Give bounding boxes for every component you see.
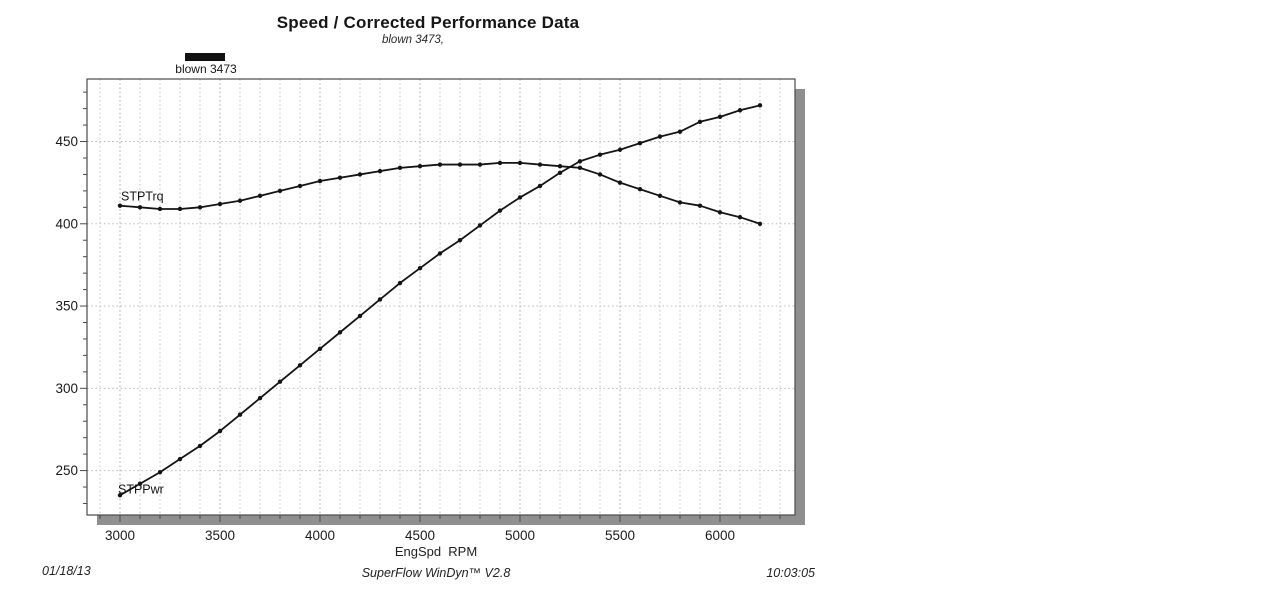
data-point-stptrq — [437, 162, 443, 167]
x-tick-label: 4500 — [405, 528, 435, 543]
report-time: 10:03:05 — [766, 566, 815, 580]
x-tick-label: 3000 — [105, 528, 135, 543]
data-point-stppwr — [277, 379, 283, 384]
x-tick-label: 4000 — [305, 528, 335, 543]
data-point-stptrq — [177, 206, 183, 212]
x-tick-label: 6000 — [705, 528, 735, 543]
data-point-stptrq — [157, 206, 163, 212]
data-point-stptrq — [417, 164, 423, 169]
data-point-stppwr — [677, 129, 683, 134]
data-point-stppwr — [497, 208, 503, 213]
legend-label: blown 3473 — [175, 62, 237, 76]
page-subtitle: blown 3473, — [381, 34, 445, 46]
y-tick-label: 300 — [55, 381, 78, 396]
data-point-stppwr — [217, 428, 223, 434]
data-point-stptrq — [637, 187, 643, 192]
data-point-stptrq — [497, 160, 503, 166]
data-point-stppwr — [237, 412, 243, 417]
data-point-stptrq — [617, 180, 623, 185]
data-point-stptrq — [757, 221, 763, 226]
data-point-stptrq — [317, 178, 323, 184]
data-point-stppwr — [597, 152, 603, 157]
data-point-stptrq — [357, 172, 363, 177]
data-point-stptrq — [557, 164, 563, 169]
data-point-stptrq — [377, 168, 383, 174]
data-point-stppwr — [337, 330, 343, 335]
data-point-stptrq — [337, 175, 343, 180]
data-point-stptrq — [677, 200, 683, 205]
page-title: Speed / Corrected Performance Data — [276, 13, 580, 32]
data-point-stptrq — [597, 172, 603, 177]
data-point-stptrq — [477, 162, 483, 167]
data-point-stppwr — [697, 119, 703, 124]
data-point-stptrq — [697, 203, 703, 208]
data-point-stppwr — [197, 443, 203, 449]
y-tick-label: 400 — [55, 216, 78, 231]
data-point-stptrq — [237, 198, 243, 203]
data-point-stptrq — [117, 203, 123, 208]
data-point-stppwr — [717, 114, 723, 120]
data-point-stptrq — [457, 162, 463, 167]
data-point-stppwr — [477, 223, 483, 228]
data-point-stppwr — [137, 481, 143, 486]
series-label-stppwr: STPPwr — [118, 482, 164, 496]
data-point-stptrq — [577, 165, 583, 171]
data-point-stppwr — [417, 266, 423, 271]
data-point-stppwr — [577, 159, 583, 164]
data-point-stptrq — [277, 188, 283, 194]
y-tick-label: 250 — [55, 463, 78, 478]
software-version: SuperFlow WinDyn™ V2.8 — [361, 566, 511, 580]
x-tick-label: 5500 — [605, 528, 635, 543]
legend-swatch — [185, 53, 225, 61]
data-point-stptrq — [517, 160, 523, 166]
data-point-stppwr — [437, 251, 443, 256]
data-point-stptrq — [137, 205, 143, 210]
data-point-stptrq — [657, 193, 663, 199]
data-point-stppwr — [537, 183, 543, 189]
data-point-stppwr — [357, 313, 363, 319]
data-point-stppwr — [177, 456, 183, 462]
x-tick-label: 3500 — [205, 528, 235, 543]
data-point-stptrq — [537, 162, 543, 167]
data-point-stptrq — [737, 215, 743, 220]
plot-frame — [86, 78, 796, 516]
data-point-stppwr — [377, 297, 383, 302]
data-point-stptrq — [217, 201, 223, 207]
series-label-stptrq: STPTrq — [121, 190, 164, 204]
data-point-stppwr — [317, 346, 323, 352]
x-tick-label: 5000 — [505, 528, 535, 543]
data-point-stppwr — [457, 238, 463, 243]
data-point-stppwr — [517, 195, 523, 200]
data-point-stppwr — [617, 147, 623, 152]
data-point-stppwr — [757, 103, 763, 108]
data-point-stppwr — [737, 108, 743, 113]
data-point-stppwr — [637, 140, 643, 146]
data-point-stppwr — [297, 363, 303, 368]
data-point-stptrq — [397, 165, 403, 171]
data-point-stppwr — [257, 395, 263, 401]
report-date: 01/18/13 — [42, 564, 91, 578]
data-point-stppwr — [117, 493, 123, 498]
data-point-stptrq — [717, 210, 723, 215]
y-tick-label: 350 — [55, 299, 78, 314]
data-point-stppwr — [157, 470, 163, 475]
data-point-stppwr — [657, 134, 663, 139]
y-tick-label: 450 — [55, 134, 78, 149]
x-axis-title: EngSpd RPM — [394, 544, 478, 559]
data-point-stptrq — [257, 193, 263, 199]
data-point-stppwr — [557, 170, 563, 175]
data-point-stptrq — [197, 205, 203, 210]
data-point-stptrq — [297, 183, 303, 189]
data-point-stppwr — [397, 280, 403, 286]
